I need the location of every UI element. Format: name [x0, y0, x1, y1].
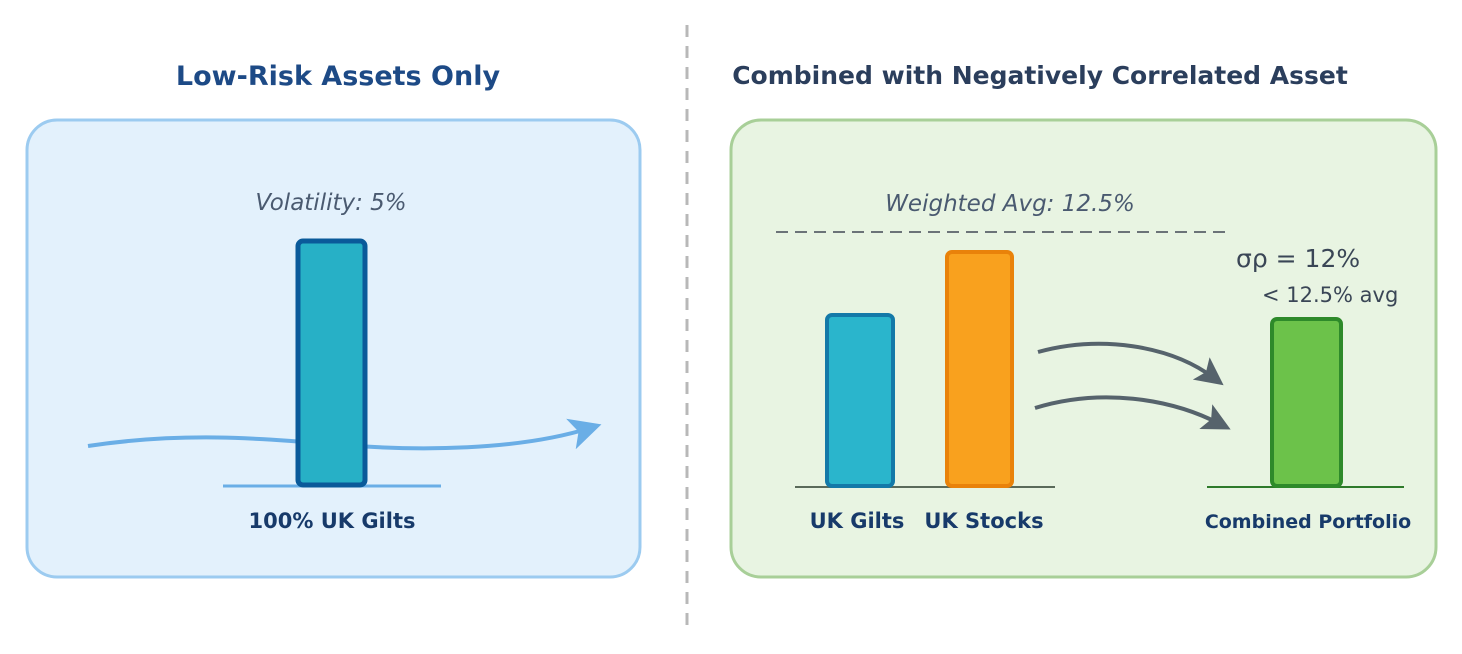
uk-stocks-label: UK Stocks — [924, 509, 1043, 533]
flow-arrow-2 — [1034, 395, 1231, 430]
right-panel-title: Combined with Negatively Correlated Asse… — [732, 61, 1348, 90]
uk-stocks-bar — [945, 250, 1014, 488]
weighted-avg-label: Weighted Avg: 12.5% — [885, 191, 1135, 217]
uk-gilts-bar-left — [295, 238, 368, 488]
comparison-label: < 12.5% avg — [1262, 283, 1398, 307]
sigma-label: σρ = 12% — [1236, 244, 1360, 273]
left-panel-title: Low-Risk Assets Only — [176, 61, 501, 92]
uk-gilts-bar — [825, 313, 895, 488]
combined-portfolio-label: Combined Portfolio — [1205, 511, 1411, 533]
flow-arrow-1 — [1037, 341, 1224, 386]
right-panel — [729, 118, 1438, 579]
left-bar-label: 100% UK Gilts — [249, 509, 416, 533]
volatility-label: Volatility: 5% — [255, 190, 406, 216]
combined-portfolio-bar — [1270, 317, 1343, 488]
uk-gilts-label: UK Gilts — [810, 509, 905, 533]
